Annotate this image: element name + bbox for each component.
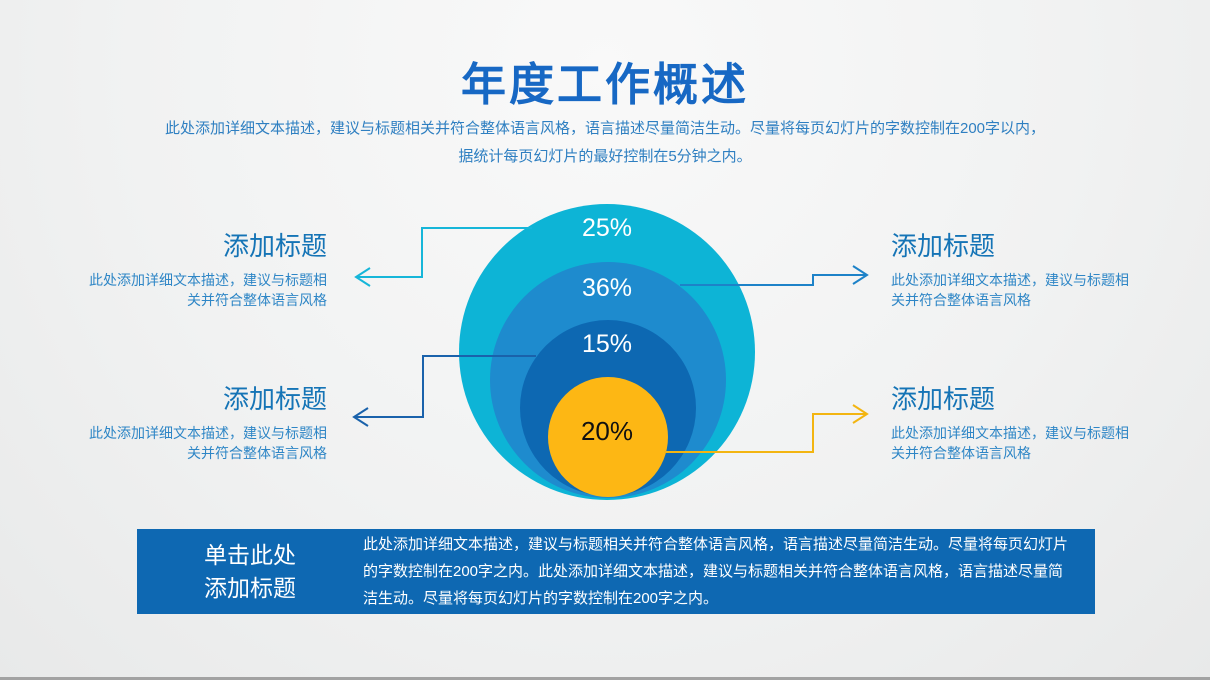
arrow-right-icon xyxy=(852,404,869,424)
callout-title: 添加标题 xyxy=(891,384,996,414)
subtitle-line-2: 据统计每页幻灯片的最好控制在5分钟之内。 xyxy=(458,148,752,165)
footer-bar: 单击此处 添加标题 此处添加详细文本描述，建议与标题相关并符合整体语言风格，语言… xyxy=(137,529,1095,614)
callout-left-top: 添加标题 此处添加详细文本描述，建议与标题相关并符合整体语言风格 xyxy=(85,231,327,310)
callout-description: 此处添加详细文本描述，建议与标题相关并符合整体语言风格 xyxy=(891,425,1129,461)
callout-description: 此处添加详细文本描述，建议与标题相关并符合整体语言风格 xyxy=(89,425,327,461)
callout-left-bottom: 添加标题 此处添加详细文本描述，建议与标题相关并符合整体语言风格 xyxy=(85,384,327,463)
circle-20-label: 20% xyxy=(580,416,634,446)
circle-15-label: 15% xyxy=(581,330,633,358)
subtitle-line-1: 此处添加详细文本描述，建议与标题相关并符合整体语言风格，语言描述尽量简洁生动。尽… xyxy=(164,120,1046,137)
callout-title: 添加标题 xyxy=(891,231,996,261)
arrow-left-icon xyxy=(354,267,371,287)
callout-description: 此处添加详细文本描述，建议与标题相关并符合整体语言风格 xyxy=(89,272,327,308)
callout-title: 添加标题 xyxy=(222,384,327,414)
footer-title-line-2: 添加标题 xyxy=(204,574,296,601)
circle-20-percent xyxy=(548,377,668,497)
screen-bottom-edge xyxy=(0,677,1210,680)
slide-subtitle: 此处添加详细文本描述，建议与标题相关并符合整体语言风格，语言描述尽量简洁生动。尽… xyxy=(0,115,1210,171)
callout-description: 此处添加详细文本描述，建议与标题相关并符合整体语言风格 xyxy=(891,272,1129,308)
circle-36-label: 36% xyxy=(581,274,633,302)
circle-25-label: 25% xyxy=(581,214,633,242)
callout-right-bottom: 添加标题 此处添加详细文本描述，建议与标题相关并符合整体语言风格 xyxy=(891,384,1133,463)
arrow-right-icon xyxy=(852,265,869,285)
callout-title: 添加标题 xyxy=(222,231,327,261)
page-title: 年度工作概述 xyxy=(460,59,749,110)
footer-title-line-1: 单击此处 xyxy=(204,541,296,568)
footer-body-text: 此处添加详细文本描述，建议与标题相关并符合整体语言风格，语言描述尽量简洁生动。尽… xyxy=(363,536,1069,607)
arrow-left-icon xyxy=(352,407,369,427)
callout-right-top: 添加标题 此处添加详细文本描述，建议与标题相关并符合整体语言风格 xyxy=(891,231,1133,310)
footer-title: 单击此处 添加标题 xyxy=(137,539,363,605)
